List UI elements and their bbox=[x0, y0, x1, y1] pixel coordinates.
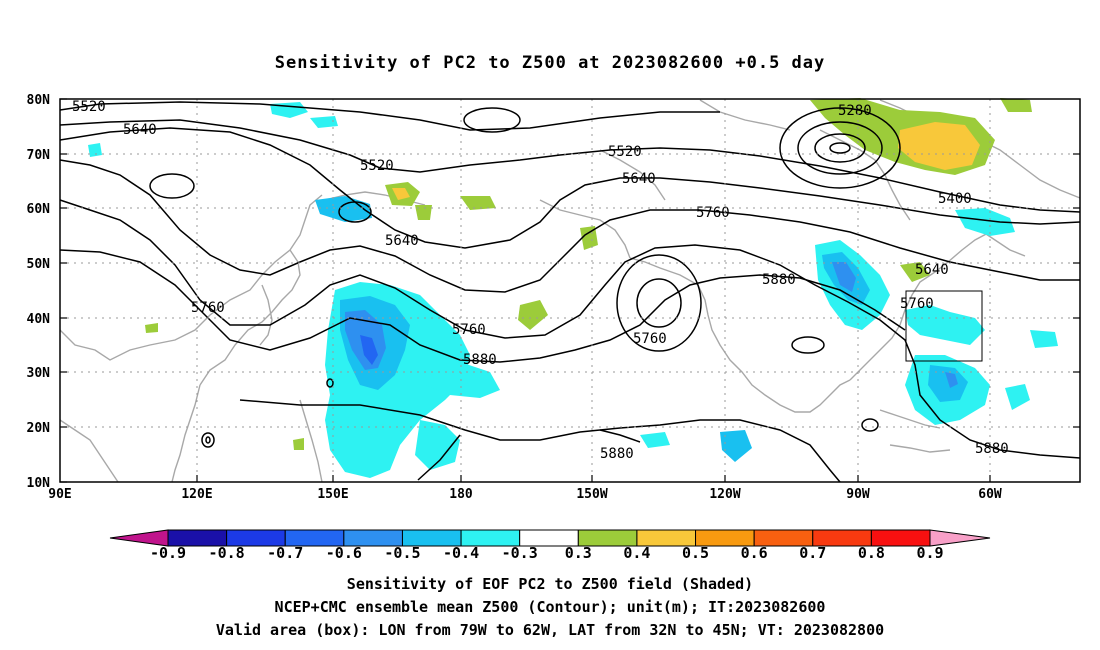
contour-label: 5520 bbox=[608, 144, 642, 160]
contour-label: 5760 bbox=[900, 296, 934, 312]
contour-label: 5880 bbox=[600, 446, 634, 462]
contour-label: 5640 bbox=[915, 262, 949, 278]
coastlines bbox=[59, 99, 1081, 483]
contour-label: 5760 bbox=[191, 300, 225, 316]
contour-label: 5640 bbox=[385, 233, 419, 249]
colorbar-label: 0.7 bbox=[799, 544, 826, 562]
contour-label: 5880 bbox=[975, 441, 1009, 457]
map-panel: 5520 5640 5520 5640 5760 5760 5880 5520 … bbox=[27, 93, 1081, 502]
colorbar-label: 0.5 bbox=[682, 544, 709, 562]
map-frame bbox=[59, 98, 1081, 483]
lon-tick-label: 90W bbox=[846, 487, 870, 502]
chart-title: Sensitivity of PC2 to Z500 at 2023082600… bbox=[275, 53, 826, 73]
lon-tick-label: 180 bbox=[449, 487, 473, 502]
contour-labels: 5520 5640 5520 5640 5760 5760 5880 5520 … bbox=[72, 99, 1009, 462]
contour-label: 5520 bbox=[72, 99, 106, 115]
colorbar-end-high bbox=[929, 529, 991, 547]
colorbar: -0.9 -0.8 -0.7 -0.6 -0.5 -0.4 -0.3 0.3 0.4 0.5 0.6… bbox=[109, 529, 991, 562]
lon-axis: 90E 120E 150E 180 150W 120W 90W 60W bbox=[48, 487, 1002, 502]
colorbar-label: -0.3 bbox=[502, 544, 538, 562]
footer-line-3: Valid area (box): LON from 79W to 62W, L… bbox=[216, 621, 884, 639]
lat-tick-label: 10N bbox=[27, 476, 51, 491]
colorbar-label: 0.3 bbox=[565, 544, 592, 562]
valid-area-box bbox=[905, 290, 983, 362]
lon-tick-label: 60W bbox=[978, 487, 1002, 502]
lon-tick-label: 150E bbox=[317, 487, 348, 502]
contour-label: 5520 bbox=[360, 158, 394, 174]
gridlines bbox=[60, 99, 1080, 482]
lat-tick-label: 20N bbox=[27, 421, 51, 436]
contour-label: 5880 bbox=[762, 272, 796, 288]
contour-label: 5760 bbox=[633, 331, 667, 347]
colorbar-label: 0.4 bbox=[623, 544, 650, 562]
contour-label: 5640 bbox=[123, 122, 157, 138]
footer-line-2: NCEP+CMC ensemble mean Z500 (Contour); u… bbox=[275, 598, 826, 616]
contour-label: 5760 bbox=[452, 322, 486, 338]
lon-tick-label: 90E bbox=[48, 487, 71, 502]
colorbar-label: -0.5 bbox=[384, 544, 420, 562]
lat-tick-label: 80N bbox=[27, 93, 51, 108]
colorbar-boxes bbox=[167, 529, 931, 547]
lat-tick-label: 40N bbox=[27, 312, 51, 327]
colorbar-label: -0.8 bbox=[209, 544, 245, 562]
colorbar-labels: -0.9 -0.8 -0.7 -0.6 -0.5 -0.4 -0.3 0.3 0.4 0.5 0.6… bbox=[150, 544, 944, 562]
lat-axis: 80N 70N 60N 50N 40N 30N 20N 10N bbox=[27, 93, 51, 491]
contour-label: 5880 bbox=[463, 352, 497, 368]
lon-tick-label: 150W bbox=[576, 487, 607, 502]
contour-label: 5760 bbox=[696, 205, 730, 221]
colorbar-label: 0.8 bbox=[858, 544, 885, 562]
lon-tick-label: 120W bbox=[709, 487, 740, 502]
contour-label: 5640 bbox=[622, 171, 656, 187]
colorbar-label: 0.6 bbox=[741, 544, 768, 562]
contour-label: 5400 bbox=[938, 191, 972, 207]
colorbar-label: -0.9 bbox=[150, 544, 186, 562]
colorbar-label: -0.7 bbox=[267, 544, 303, 562]
colorbar-label: 0.9 bbox=[916, 544, 943, 562]
lat-tick-label: 30N bbox=[27, 366, 51, 381]
lon-tick-label: 120E bbox=[181, 487, 212, 502]
lat-tick-label: 60N bbox=[27, 202, 51, 217]
colorbar-label: -0.4 bbox=[443, 544, 479, 562]
footer-line-1: Sensitivity of EOF PC2 to Z500 field (Sh… bbox=[347, 575, 753, 593]
colorbar-label: -0.6 bbox=[326, 544, 362, 562]
lat-tick-label: 50N bbox=[27, 257, 51, 272]
shading-positive bbox=[145, 98, 1032, 450]
lat-tick-label: 70N bbox=[27, 148, 51, 163]
z500-contours bbox=[59, 101, 1081, 483]
tick-marks bbox=[60, 98, 1080, 483]
contour-label: 5280 bbox=[838, 103, 872, 119]
